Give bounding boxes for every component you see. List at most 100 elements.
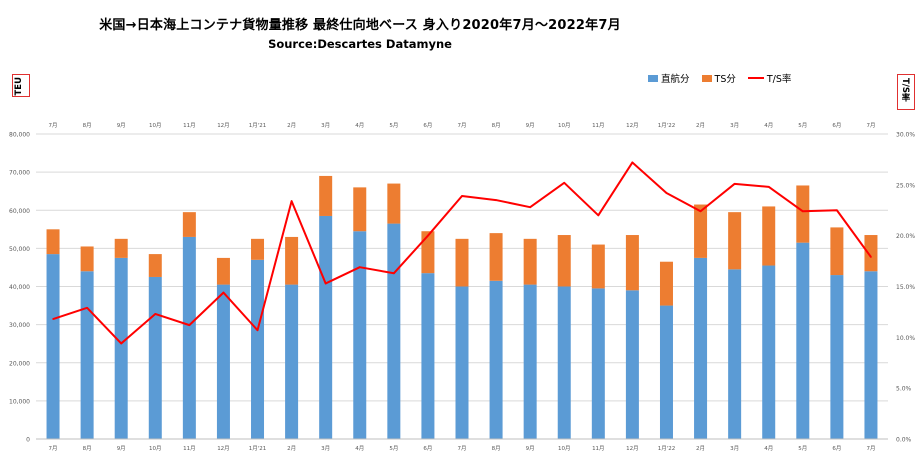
x-tick-label: 11月 xyxy=(183,445,196,452)
y-tick-label: 0 xyxy=(26,437,30,444)
ratio-dot xyxy=(461,195,463,197)
ts-segment xyxy=(523,238,537,285)
ts-segment xyxy=(455,238,469,287)
x-tick-label: 7月 xyxy=(458,445,467,452)
y2-tick-label: 10.0% xyxy=(896,335,915,342)
direct-segment xyxy=(46,254,60,439)
x-tick-label: 12月 xyxy=(217,445,230,452)
x-tick-label: 9月 xyxy=(117,445,126,452)
ts-segment xyxy=(387,183,401,224)
ts-segment xyxy=(694,204,708,258)
legend: 直航分 TS分 T/S率 xyxy=(648,71,803,85)
x-tick-label-top: 2月 xyxy=(696,122,705,129)
x-tick-label: 2月 xyxy=(696,445,705,452)
legend-direct-label: 直航分 xyxy=(661,74,690,85)
x-tick-label-top: 9月 xyxy=(117,122,126,129)
direct-segment xyxy=(421,273,435,439)
ts-segment xyxy=(319,175,333,216)
x-tick-label: 3月 xyxy=(321,445,330,452)
ratio-dot xyxy=(393,272,395,275)
direct-segment xyxy=(625,290,639,439)
ratio-dot xyxy=(767,186,770,188)
x-tick-label: 10月 xyxy=(149,445,162,452)
direct-segment xyxy=(591,288,605,439)
x-tick-label: 5月 xyxy=(389,445,398,452)
legend-direct-swatch xyxy=(648,74,658,82)
ts-segment xyxy=(864,235,878,272)
y2-tick-label: 25.0% xyxy=(896,182,915,189)
y2-tick-label: 15.0% xyxy=(896,284,915,291)
ratio-dot xyxy=(529,206,531,208)
x-tick-label: 3月 xyxy=(730,445,739,452)
y-tick-label: 80,000 xyxy=(9,132,30,139)
x-tick-label: 7月 xyxy=(49,445,58,452)
ts-segment xyxy=(182,212,196,237)
direct-segment xyxy=(148,276,162,439)
legend-item-ratio: T/S率 xyxy=(747,71,791,85)
ts-segment xyxy=(830,227,844,276)
ratio-dot xyxy=(324,282,327,285)
ratio-dot xyxy=(665,192,668,194)
direct-segment xyxy=(80,271,94,439)
y-tick-label: 40,000 xyxy=(9,284,30,291)
x-tick-label-top: 7月 xyxy=(49,122,58,129)
ts-segment xyxy=(148,254,162,277)
direct-segment xyxy=(728,269,742,439)
direct-segment xyxy=(694,257,708,439)
y2-tick-label: 30.0% xyxy=(896,132,915,139)
ratio-dot xyxy=(699,210,702,213)
y-tick-label: 30,000 xyxy=(9,322,30,329)
legend-ts-swatch xyxy=(701,74,712,82)
x-tick-label-top: 9月 xyxy=(526,122,535,129)
ts-segment xyxy=(251,238,265,260)
ratio-dot xyxy=(733,183,736,185)
ratio-dot xyxy=(188,324,191,326)
x-tick-label: 1月'21 xyxy=(249,445,267,452)
ratio-dot xyxy=(256,329,259,332)
y-tick-label: 70,000 xyxy=(9,170,30,177)
direct-segment xyxy=(455,286,469,439)
ts-segment xyxy=(591,244,605,289)
direct-segment xyxy=(285,284,299,439)
x-tick-label: 8月 xyxy=(83,445,92,452)
x-tick-label-top: 7月 xyxy=(866,122,875,129)
x-tick-label-top: 1月'22 xyxy=(658,122,676,129)
y-tick-label: 20,000 xyxy=(9,360,30,367)
ts-segment xyxy=(80,246,94,272)
x-tick-label: 4月 xyxy=(355,445,364,452)
direct-segment xyxy=(762,265,776,439)
ratio-dot xyxy=(52,318,54,320)
x-tick-label: 10月 xyxy=(558,445,571,452)
y-tick-label: 50,000 xyxy=(9,246,30,253)
x-tick-label-top: 5月 xyxy=(389,122,398,129)
ratio-dot xyxy=(86,307,88,309)
x-tick-label-top: 2月 xyxy=(287,122,296,129)
x-tick-label: 5月 xyxy=(798,445,807,452)
ratio-dot xyxy=(290,200,293,202)
ratio-dot xyxy=(597,214,600,217)
y2-tick-label: 5.0% xyxy=(896,386,912,393)
y2-tick-label: 0.0% xyxy=(896,437,912,444)
chart-title: 米国→日本海上コンテナ貨物量推移 最終仕向地ベース 身入り2020年7月～202… xyxy=(99,18,621,33)
ts-segment xyxy=(421,231,435,274)
direct-segment xyxy=(182,236,196,439)
legend-item-direct: 直航分 xyxy=(648,71,690,85)
x-tick-label: 4月 xyxy=(764,445,773,452)
legend-item-ts: TS分 xyxy=(701,71,736,85)
ts-segment xyxy=(796,185,810,243)
ratio-dot xyxy=(154,313,157,315)
x-tick-label: 8月 xyxy=(492,445,501,452)
direct-segment xyxy=(796,242,810,439)
x-tick-label-top: 12月 xyxy=(626,122,639,129)
x-tick-label-top: 10月 xyxy=(149,122,162,129)
ratio-dot xyxy=(495,199,497,201)
direct-segment xyxy=(251,259,265,439)
ts-segment xyxy=(659,261,673,306)
x-tick-label-top: 6月 xyxy=(832,122,841,129)
direct-segment xyxy=(387,223,401,439)
ratio-dot xyxy=(358,266,361,268)
x-tick-label-top: 8月 xyxy=(83,122,92,129)
direct-segment xyxy=(830,275,844,439)
x-tick-label-top: 12月 xyxy=(217,122,230,129)
